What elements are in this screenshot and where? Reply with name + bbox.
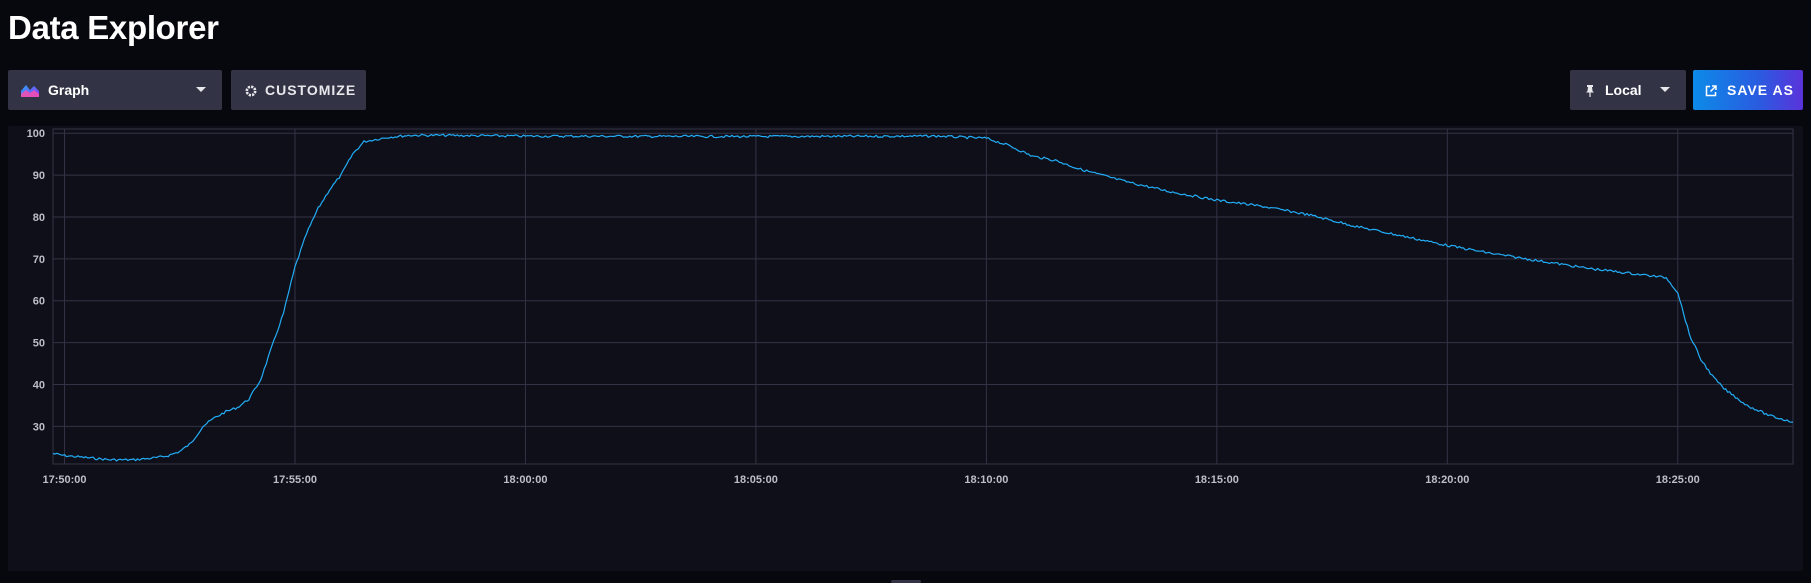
- customize-label: CUSTOMIZE: [265, 82, 357, 98]
- x-tick-label: 18:05:00: [734, 474, 778, 486]
- gear-icon: [245, 84, 257, 97]
- x-tick-label: 17:55:00: [273, 474, 317, 486]
- y-tick-label: 90: [33, 170, 45, 182]
- y-tick-label: 50: [33, 338, 45, 350]
- y-tick-label: 30: [33, 421, 45, 433]
- x-tick-label: 17:50:00: [42, 474, 86, 486]
- x-tick-label: 18:00:00: [503, 474, 547, 486]
- graph-panel: 30 40 50 60 70 80 90 100 17:50:00 17:55:00 18:00:0…: [8, 126, 1803, 571]
- save-as-button[interactable]: SAVE AS: [1693, 70, 1803, 110]
- y-tick-label: 100: [27, 128, 45, 140]
- x-tick-label: 18:25:00: [1656, 474, 1700, 486]
- y-tick-label: 70: [33, 254, 45, 266]
- graph-icon: [20, 82, 40, 98]
- external-link-icon: [1705, 84, 1717, 97]
- x-tick-label: 18:20:00: [1425, 474, 1469, 486]
- x-tick-label: 18:15:00: [1195, 474, 1239, 486]
- visualization-type-dropdown[interactable]: Graph: [8, 70, 222, 110]
- plot-frame: [52, 128, 1794, 465]
- chevron-down-icon: [196, 87, 206, 92]
- chevron-down-icon: [1660, 87, 1670, 92]
- timezone-label: Local: [1605, 82, 1642, 98]
- y-tick-label: 40: [33, 379, 45, 391]
- x-tick-label: 18:10:00: [964, 474, 1008, 486]
- customize-button[interactable]: CUSTOMIZE: [231, 70, 366, 110]
- page-title: Data Explorer: [8, 9, 219, 46]
- pin-icon: [1585, 84, 1595, 97]
- save-as-label: SAVE AS: [1727, 82, 1794, 98]
- toolbar: Graph CUSTOMIZE Local: [8, 70, 1803, 110]
- resize-handle[interactable]: [891, 580, 921, 583]
- y-tick-label: 80: [33, 212, 45, 224]
- y-tick-label: 60: [33, 296, 45, 308]
- timezone-dropdown[interactable]: Local: [1570, 70, 1686, 110]
- series-line: [52, 133, 1794, 462]
- visualization-type-label: Graph: [48, 82, 90, 98]
- line-chart[interactable]: 30 40 50 60 70 80 90 100 17:50:00 17:55:00 18:00:0…: [8, 126, 1803, 571]
